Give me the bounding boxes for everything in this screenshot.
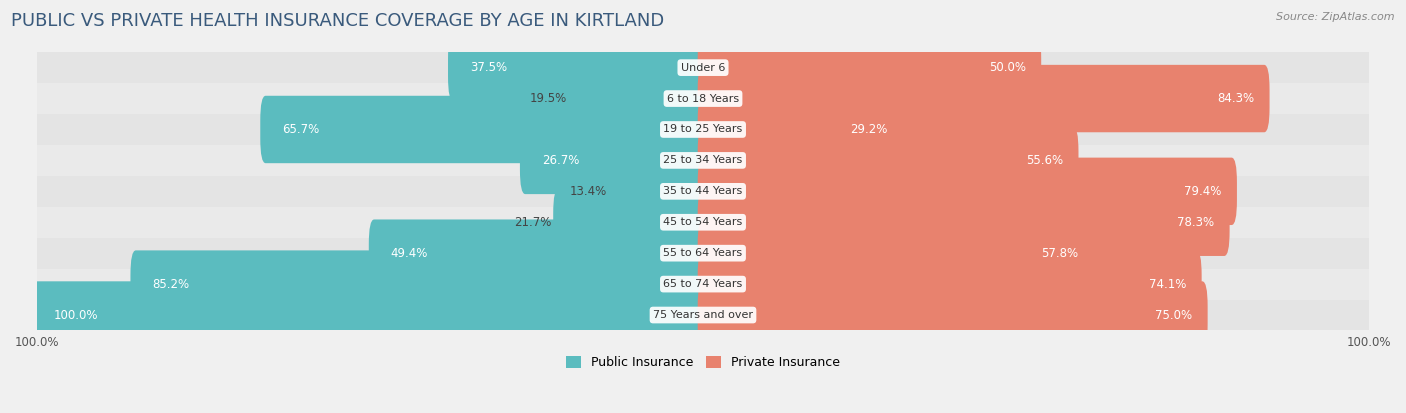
- Text: 75.0%: 75.0%: [1156, 309, 1192, 322]
- Bar: [37, 238, 1369, 268]
- FancyBboxPatch shape: [697, 65, 1270, 132]
- FancyBboxPatch shape: [568, 65, 709, 132]
- Text: PUBLIC VS PRIVATE HEALTH INSURANCE COVERAGE BY AGE IN KIRTLAND: PUBLIC VS PRIVATE HEALTH INSURANCE COVER…: [11, 12, 665, 31]
- Bar: [37, 83, 1369, 114]
- FancyBboxPatch shape: [697, 127, 1078, 194]
- Text: 19.5%: 19.5%: [529, 92, 567, 105]
- FancyBboxPatch shape: [697, 250, 1202, 318]
- FancyBboxPatch shape: [32, 281, 709, 349]
- Bar: [37, 299, 1369, 330]
- FancyBboxPatch shape: [697, 158, 1237, 225]
- Bar: [37, 268, 1369, 299]
- FancyBboxPatch shape: [260, 96, 709, 163]
- FancyBboxPatch shape: [449, 34, 709, 101]
- FancyBboxPatch shape: [520, 127, 709, 194]
- Text: 78.3%: 78.3%: [1177, 216, 1215, 229]
- Text: 25 to 34 Years: 25 to 34 Years: [664, 155, 742, 165]
- Bar: [37, 114, 1369, 145]
- Text: 57.8%: 57.8%: [1040, 247, 1078, 260]
- Text: 65.7%: 65.7%: [283, 123, 319, 136]
- Bar: [37, 52, 1369, 83]
- Text: 50.0%: 50.0%: [988, 61, 1026, 74]
- Text: 79.4%: 79.4%: [1184, 185, 1222, 198]
- Text: 100.0%: 100.0%: [53, 309, 98, 322]
- Legend: Public Insurance, Private Insurance: Public Insurance, Private Insurance: [561, 351, 845, 374]
- Text: 35 to 44 Years: 35 to 44 Years: [664, 186, 742, 196]
- FancyBboxPatch shape: [697, 281, 1208, 349]
- Bar: [37, 207, 1369, 238]
- Text: Source: ZipAtlas.com: Source: ZipAtlas.com: [1277, 12, 1395, 22]
- Text: 84.3%: 84.3%: [1218, 92, 1254, 105]
- Text: 6 to 18 Years: 6 to 18 Years: [666, 94, 740, 104]
- FancyBboxPatch shape: [609, 158, 709, 225]
- Text: 74.1%: 74.1%: [1149, 278, 1187, 291]
- Bar: [37, 145, 1369, 176]
- Text: Under 6: Under 6: [681, 63, 725, 73]
- FancyBboxPatch shape: [697, 34, 1042, 101]
- FancyBboxPatch shape: [553, 189, 709, 256]
- Text: 37.5%: 37.5%: [470, 61, 508, 74]
- Text: 75 Years and over: 75 Years and over: [652, 310, 754, 320]
- FancyBboxPatch shape: [131, 250, 709, 318]
- Text: 49.4%: 49.4%: [391, 247, 429, 260]
- FancyBboxPatch shape: [697, 219, 1092, 287]
- Text: 26.7%: 26.7%: [541, 154, 579, 167]
- Text: 29.2%: 29.2%: [851, 123, 887, 136]
- FancyBboxPatch shape: [368, 219, 709, 287]
- Text: 55 to 64 Years: 55 to 64 Years: [664, 248, 742, 258]
- Text: 19 to 25 Years: 19 to 25 Years: [664, 124, 742, 135]
- FancyBboxPatch shape: [697, 96, 903, 163]
- Text: 85.2%: 85.2%: [152, 278, 190, 291]
- Text: 21.7%: 21.7%: [515, 216, 553, 229]
- Text: 55.6%: 55.6%: [1026, 154, 1063, 167]
- Text: 13.4%: 13.4%: [569, 185, 607, 198]
- Text: 65 to 74 Years: 65 to 74 Years: [664, 279, 742, 289]
- FancyBboxPatch shape: [697, 189, 1230, 256]
- Text: 45 to 54 Years: 45 to 54 Years: [664, 217, 742, 227]
- Bar: [37, 176, 1369, 207]
